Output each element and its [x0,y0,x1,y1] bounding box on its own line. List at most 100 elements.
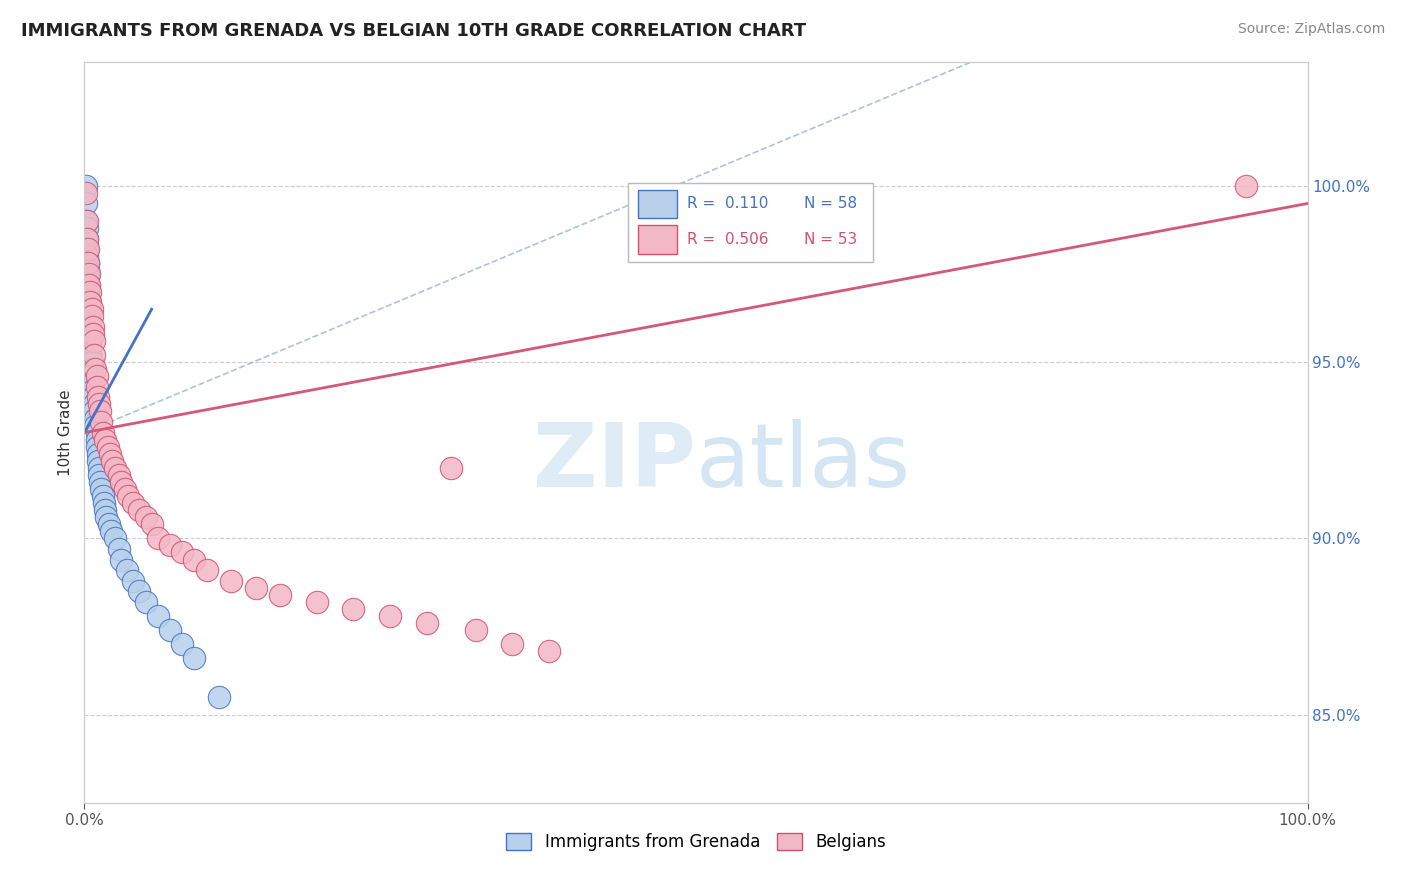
Point [83,348,105,362]
Point [440,461,463,475]
Point [86,440,108,454]
Point [87,461,110,475]
Point [77,263,100,277]
Point [77,242,100,256]
Point [86,369,108,384]
Point [87,397,110,411]
Point [94,433,117,447]
Point [77,277,100,292]
Point [128,584,150,599]
Point [76,214,98,228]
Point [87,467,110,482]
Point [77,299,100,313]
Text: N = 58: N = 58 [804,196,858,211]
Point [83,397,105,411]
Point [159,538,181,552]
Point [107,541,129,556]
Point [79,348,101,362]
Point [502,637,524,651]
Text: atlas: atlas [696,418,911,506]
Point [98,447,121,461]
Point [97,517,120,532]
Point [122,574,145,588]
Point [82,390,104,404]
Point [93,496,115,510]
Point [101,454,124,468]
Point [89,475,111,489]
Point [1236,178,1258,193]
Point [117,489,139,503]
Point [80,310,103,324]
Point [79,326,101,341]
Point [84,411,107,425]
Point [141,517,163,532]
Point [195,563,218,577]
Point [80,355,103,369]
Point [84,418,107,433]
Bar [638,190,678,219]
Point [538,644,561,658]
Point [80,369,103,384]
Text: Source: ZipAtlas.com: Source: ZipAtlas.com [1237,22,1385,37]
Point [77,277,100,292]
Point [172,637,194,651]
Point [76,232,98,246]
Point [77,256,100,270]
Point [82,376,104,391]
Point [83,404,105,418]
Point [76,232,98,246]
Point [96,510,118,524]
Point [77,267,100,281]
Point [128,503,150,517]
Point [79,341,101,355]
Point [208,690,231,704]
Point [104,461,127,475]
Point [122,496,145,510]
Point [342,602,364,616]
Point [79,295,101,310]
Point [80,302,103,317]
Point [79,285,101,299]
Text: ZIP: ZIP [533,418,696,506]
Point [91,425,114,440]
Point [77,270,100,285]
Point [89,404,111,418]
Point [79,334,101,348]
Point [110,475,132,489]
Text: R =  0.110: R = 0.110 [686,196,768,211]
Point [76,221,98,235]
Point [97,440,120,454]
Point [305,595,328,609]
Point [75,214,97,228]
Point [90,482,112,496]
Point [77,313,100,327]
Point [135,510,157,524]
Point [79,319,101,334]
Point [84,362,107,376]
Point [80,362,103,376]
Point [76,242,98,256]
Point [76,249,98,263]
Point [100,524,122,539]
Point [87,390,110,404]
Point [146,609,169,624]
Point [94,503,117,517]
Point [82,384,104,398]
Point [75,178,97,193]
Point [107,467,129,482]
Point [135,595,157,609]
Point [146,532,169,546]
Point [245,581,267,595]
Point [464,623,486,637]
Point [87,447,110,461]
Text: R =  0.506: R = 0.506 [686,232,768,247]
Point [82,326,104,341]
Point [110,552,132,566]
Point [83,334,105,348]
Point [82,319,104,334]
Point [87,454,110,468]
Point [86,433,108,447]
Point [75,186,97,200]
Point [115,563,138,577]
Point [219,574,242,588]
